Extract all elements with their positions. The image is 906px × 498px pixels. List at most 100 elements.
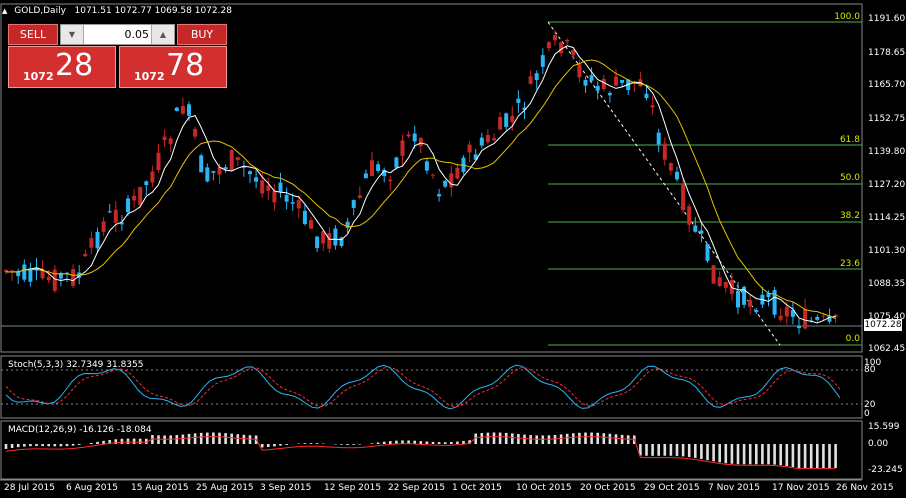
candle-body bbox=[656, 132, 661, 145]
date-label: 6 Aug 2015 bbox=[66, 483, 118, 493]
candle-body bbox=[620, 79, 625, 83]
candle-body bbox=[412, 133, 417, 142]
candle-body bbox=[742, 286, 747, 305]
fib-level-label: 38.2 bbox=[839, 211, 860, 221]
macd-histogram-bar bbox=[712, 444, 715, 462]
sell-button[interactable]: SELL bbox=[8, 24, 58, 45]
ohlc-values: 1071.51 1072.77 1069.58 1072.28 bbox=[74, 6, 232, 16]
candle-body bbox=[101, 221, 106, 232]
candle-body bbox=[766, 293, 771, 298]
macd-histogram-bar bbox=[303, 443, 307, 444]
macd-histogram-bar bbox=[35, 444, 38, 447]
lot-increase-icon[interactable]: ▲ bbox=[151, 25, 174, 44]
candle-body bbox=[95, 231, 100, 249]
candle-body bbox=[339, 237, 344, 246]
candle-body bbox=[40, 269, 45, 279]
macd-signal-line bbox=[5, 436, 836, 470]
macd-histogram-bar bbox=[279, 444, 282, 446]
price-label: 1075.40 bbox=[868, 312, 906, 322]
candle-body bbox=[803, 309, 808, 329]
macd-histogram-bar bbox=[529, 435, 532, 444]
macd-histogram-bar bbox=[675, 444, 679, 456]
price-label: 1088.35 bbox=[868, 279, 906, 289]
macd-histogram-bar bbox=[114, 439, 118, 444]
macd-level-label: 15.599 bbox=[868, 422, 900, 432]
candle-body bbox=[485, 134, 490, 143]
macd-histogram-bar bbox=[407, 440, 410, 444]
candle-body bbox=[827, 315, 832, 322]
candle-body bbox=[534, 73, 539, 80]
macd-histogram-bar bbox=[108, 439, 111, 444]
candle-body bbox=[693, 225, 698, 232]
macd-histogram-bar bbox=[41, 444, 44, 447]
macd-histogram-bar bbox=[816, 444, 819, 468]
candle-body bbox=[351, 200, 356, 208]
date-label: 25 Aug 2015 bbox=[196, 483, 254, 493]
macd-histogram-bar bbox=[236, 434, 240, 444]
macd-histogram-bar bbox=[480, 433, 484, 444]
macd-histogram-bar bbox=[242, 434, 246, 444]
lot-decrease-icon[interactable]: ▼ bbox=[61, 25, 84, 44]
stoch-signal-line bbox=[5, 366, 841, 408]
macd-histogram-bar bbox=[90, 442, 93, 444]
macd-histogram-bar bbox=[53, 444, 57, 447]
macd-histogram-bar bbox=[212, 432, 215, 444]
buy-price-box[interactable]: 1072 78 bbox=[119, 46, 227, 88]
date-label: 3 Sep 2015 bbox=[260, 483, 312, 493]
sell-price-box[interactable]: 1072 28 bbox=[8, 46, 116, 88]
macd-histogram-bar bbox=[59, 444, 63, 447]
candle-body bbox=[211, 171, 216, 173]
candle-body bbox=[736, 290, 740, 308]
candle-body bbox=[4, 270, 8, 272]
macd-histogram-bar bbox=[492, 432, 496, 444]
buy-price-prefix: 1072 bbox=[134, 70, 165, 83]
candle-body bbox=[790, 309, 795, 317]
date-label: 29 Oct 2015 bbox=[644, 483, 700, 493]
symbol-label: GOLD,Daily bbox=[14, 6, 66, 16]
candle-body bbox=[516, 98, 521, 103]
fib-level-label: 100.0 bbox=[834, 12, 860, 22]
candle-body bbox=[187, 104, 191, 116]
macd-histogram-bar bbox=[138, 438, 142, 444]
macd-histogram-bar bbox=[590, 432, 593, 444]
macd-histogram-bar bbox=[773, 444, 776, 465]
candle-body bbox=[565, 39, 570, 42]
candle-body bbox=[52, 269, 57, 291]
candle-body bbox=[778, 315, 783, 320]
date-label: 7 Nov 2015 bbox=[708, 483, 760, 493]
macd-histogram-bar bbox=[193, 433, 197, 444]
candle-body bbox=[180, 106, 185, 114]
date-label: 20 Oct 2015 bbox=[580, 483, 636, 493]
macd-histogram-bar bbox=[77, 444, 81, 445]
macd-level-label: 0.00 bbox=[868, 439, 889, 449]
date-label: 15 Aug 2015 bbox=[131, 483, 189, 493]
macd-histogram-bar bbox=[96, 441, 99, 444]
macd-histogram-bar bbox=[572, 433, 575, 444]
stoch-level-label: 80 bbox=[864, 365, 876, 375]
price-label: 1114.25 bbox=[868, 213, 906, 223]
price-label: 1191.60 bbox=[868, 14, 906, 24]
macd-histogram-bar bbox=[767, 444, 770, 465]
macd-histogram-bar bbox=[358, 444, 362, 445]
macd-histogram-bar bbox=[145, 438, 148, 444]
candle-body bbox=[302, 210, 307, 224]
candle-body bbox=[296, 200, 301, 209]
candle-body bbox=[589, 75, 594, 81]
candle-body bbox=[559, 42, 564, 54]
candle-body bbox=[717, 277, 722, 287]
candle-body bbox=[443, 180, 448, 187]
lot-size-input[interactable] bbox=[85, 25, 151, 44]
candle-body bbox=[65, 272, 69, 274]
candle-body bbox=[16, 271, 21, 277]
buy-button[interactable]: BUY bbox=[177, 24, 227, 45]
macd-histogram-bar bbox=[224, 433, 227, 444]
candle-body bbox=[174, 107, 179, 112]
macd-histogram-bar bbox=[602, 433, 606, 444]
candle-body bbox=[46, 276, 51, 281]
macd-level-label: -23.245 bbox=[868, 465, 903, 475]
candle-body bbox=[833, 314, 838, 318]
macd-histogram-bar bbox=[151, 435, 154, 444]
candle-body bbox=[394, 157, 399, 168]
